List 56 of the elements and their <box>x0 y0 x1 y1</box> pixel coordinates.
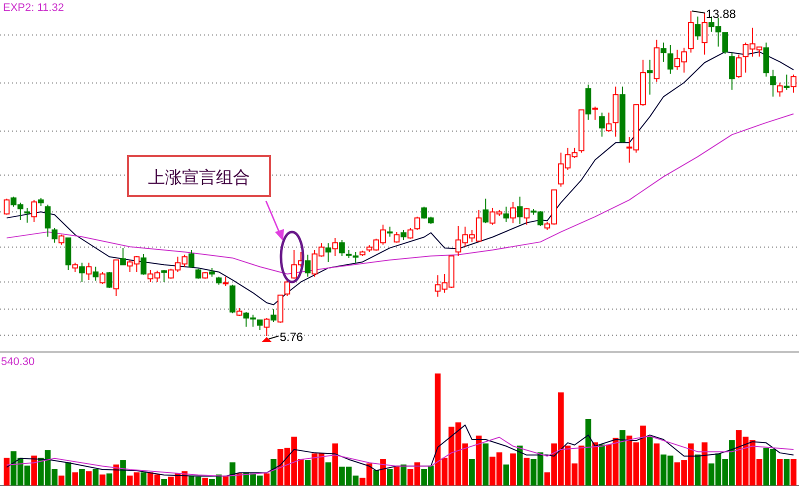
bar <box>620 430 626 486</box>
bar <box>386 468 393 486</box>
bar <box>694 454 701 486</box>
bar <box>510 453 516 486</box>
bar <box>92 468 99 486</box>
bar <box>65 462 72 486</box>
bar <box>304 460 311 486</box>
bar <box>469 458 475 486</box>
bar <box>654 443 660 486</box>
bar <box>702 442 708 486</box>
bar <box>325 462 332 486</box>
bar <box>400 464 406 486</box>
bar <box>524 458 530 486</box>
bar <box>585 419 592 486</box>
bar <box>100 474 106 486</box>
bar <box>503 464 510 486</box>
bar <box>264 473 270 486</box>
candlestick <box>612 86 619 138</box>
bar <box>790 458 796 486</box>
bar <box>784 458 790 486</box>
bar <box>161 478 167 486</box>
annotation: 13.88 <box>706 7 736 21</box>
annotation: 5.76 <box>280 330 304 344</box>
bar <box>332 443 338 486</box>
bar <box>58 476 64 486</box>
candlestick <box>660 42 666 62</box>
bar <box>4 458 10 486</box>
bar <box>230 462 236 486</box>
annotation: EXP2: 11.32 <box>3 2 64 14</box>
bar <box>106 473 112 486</box>
bar <box>776 458 783 486</box>
bar <box>79 468 85 486</box>
text: 540.30 <box>1 356 35 368</box>
bar <box>394 466 400 486</box>
bar <box>599 444 605 486</box>
candlestick <box>702 12 708 56</box>
candlestick <box>592 106 598 120</box>
bar <box>120 460 126 486</box>
candlestick <box>516 196 523 224</box>
bar <box>202 478 208 486</box>
candlestick <box>654 39 660 82</box>
bar <box>482 443 489 486</box>
bar <box>592 442 598 486</box>
bar <box>140 472 146 486</box>
bar <box>646 436 653 486</box>
candlestick <box>325 242 332 262</box>
bar <box>516 446 523 486</box>
bar <box>373 470 380 486</box>
candlestick <box>646 59 653 96</box>
annotation: 上涨宣言组合 <box>148 168 250 187</box>
bar <box>86 471 92 486</box>
bar <box>476 436 482 486</box>
bar <box>270 458 276 486</box>
candlestick <box>667 44 674 74</box>
bar <box>72 472 78 486</box>
bar <box>31 456 37 486</box>
